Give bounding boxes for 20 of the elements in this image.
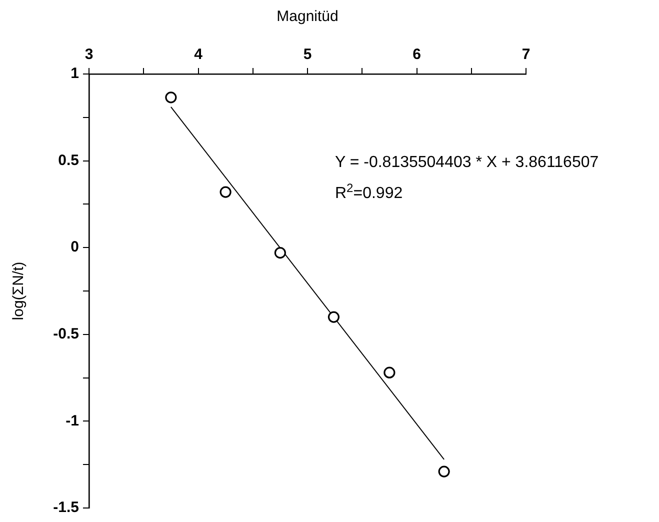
y-axis-title: log(ΣN/t) [10,262,28,320]
point [220,186,232,198]
x-tick-label: 4 [194,46,204,64]
point [328,311,340,323]
point [384,366,396,378]
y-tick-label: 0.5 [58,152,79,169]
annotation: Y = -0.8135504403 * X + 3.86116507 [335,154,599,171]
y-tick-label: -0.5 [53,326,79,343]
x-tick-label: 3 [84,46,94,64]
x-axis-title: Magnitüd [276,8,338,26]
y-tick-label: 0 [70,238,79,256]
x-tick-label: 7 [522,46,530,64]
point [165,92,177,104]
y-tick-label: -1.5 [53,499,79,516]
x-tick-label: 5 [303,46,312,64]
point [438,466,450,478]
point [274,247,286,259]
x-tick-label: 6 [412,46,421,64]
y-tick-label: 1 [70,65,79,82]
y-tick-label: -1 [66,412,79,430]
